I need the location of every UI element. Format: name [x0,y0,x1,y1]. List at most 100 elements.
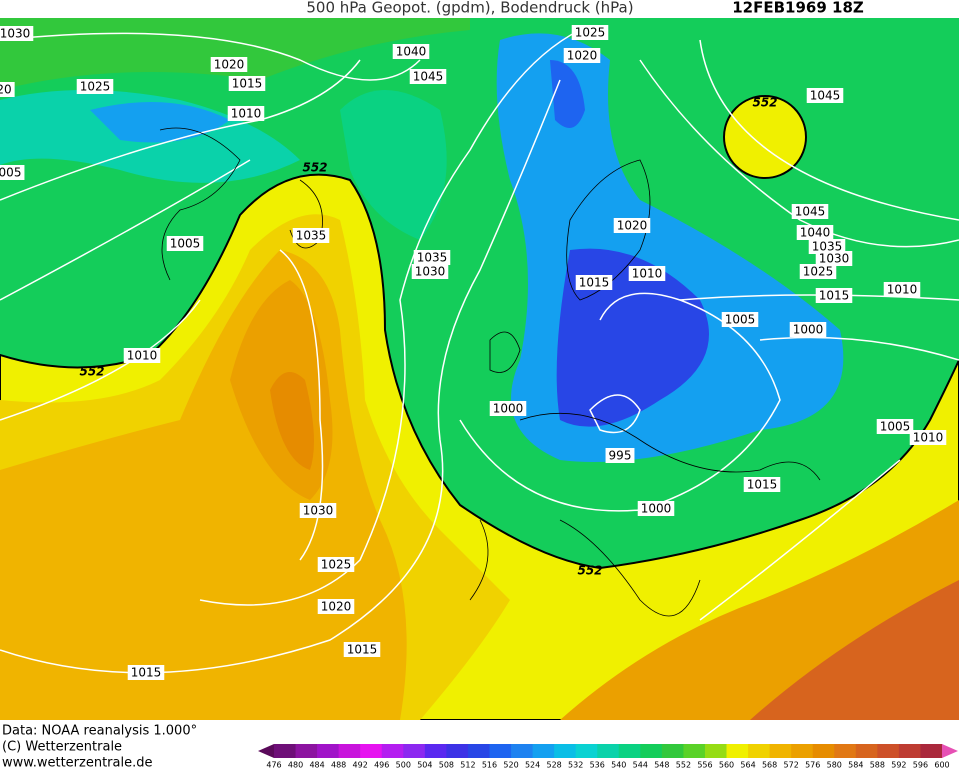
isobar-label: 20 [0,83,12,97]
date: 12FEB1969 18Z [732,0,864,17]
colorbar-swatch [511,744,534,758]
field-green-north [0,18,470,90]
colorbar-label: 544 [633,761,648,770]
isobar-label: 1030 [0,27,30,41]
colorbar-label: 564 [740,761,755,770]
isobar-label-box [409,69,447,84]
colorbar-label: 476 [266,761,281,770]
isobar-label-box [227,106,265,121]
colorbar-label: 488 [331,761,346,770]
colorbar-label: 528 [546,761,561,770]
isobar-label: 1020 [321,600,352,614]
colorbar-swatch [597,744,620,758]
isobar-label-box [76,79,114,94]
colorbar-arrow [258,744,274,758]
colorbar-swatch [424,744,447,758]
isobar-label-box [909,430,947,445]
field-blue-core-north [550,60,585,128]
isobar-label: 1030 [415,265,446,279]
field-orange-max [270,372,314,470]
isobar-label-box [806,88,844,103]
isobar-label: 1015 [747,478,778,492]
isobar-label-box [876,419,914,434]
colorbar-swatch [748,744,771,758]
colorbar-swatch [338,744,361,758]
colorbar-label: 496 [374,761,389,770]
colorbar-swatch [295,744,318,758]
isobar-label-box [292,228,330,243]
colorbar-label: 516 [482,761,497,770]
isobar-label-box [796,225,834,240]
isobar-label-box [799,264,837,279]
isobar-label: 1025 [321,558,352,572]
colorbar-swatch [920,744,943,758]
colorbar-label: 556 [697,761,712,770]
isobar-label: 1030 [303,504,334,518]
title: 500 hPa Geopot. (gpdm), Bodendruck (hPa) [306,0,633,17]
isobar-label: 1015 [579,276,610,290]
isobar-label: 1000 [793,323,824,337]
isobar-label-box [228,76,266,91]
colorbar-label: 584 [848,761,863,770]
isobar-label: 1015 [819,289,850,303]
colorbar-label: 532 [568,761,583,770]
isobar-label-box [815,251,853,266]
isobar-label: 1035 [296,229,327,243]
colorbar-label: 576 [805,761,820,770]
isobar-label: 1010 [231,107,262,121]
isobar-label-box [628,266,666,281]
isobar-label: 1035 [812,240,843,254]
colorbar-label: 552 [676,761,691,770]
colorbar-arrow [942,744,958,758]
isobar-label: 005 [0,166,21,180]
colorbar-swatch [683,744,706,758]
isobar-label-box [392,44,430,59]
isobar-label-box [883,282,921,297]
isobar-label-box [571,25,609,40]
isobar-label-box [789,322,827,337]
colorbar-label: 580 [827,761,842,770]
colorbar-swatch [381,744,404,758]
colorbar-swatch [489,744,512,758]
colorbar-label: 596 [913,761,928,770]
colorbar-swatch [640,744,663,758]
isobar-label: 1025 [80,80,111,94]
colorbar-swatch [274,744,297,758]
isobar-label: 1045 [795,205,826,219]
isobar-label-box [127,665,165,680]
colorbar-label: 500 [396,761,411,770]
isobar-label-box [210,57,248,72]
isobar-label: 1020 [567,49,598,63]
colorbar-swatch [855,744,878,758]
isobars [0,29,959,674]
footer-line: Data: NOAA reanalysis 1.000° [2,724,197,739]
isobar-label-box [613,218,651,233]
isobar-label: 1010 [632,267,663,281]
colorbar-label: 484 [309,761,324,770]
colorbar-label: 508 [439,761,454,770]
colorbar-label: 600 [934,761,949,770]
isobar-label: 1015 [347,643,378,657]
height-label: 552 [302,161,327,175]
footer-line: www.wetterzentrale.de [2,756,152,770]
isobar-label: 1010 [887,283,918,297]
colorbar-swatch [467,744,490,758]
colorbar-swatch [726,744,749,758]
isobar-label-box [0,26,34,41]
isobar-label-box [489,401,527,416]
colorbar-label: 572 [784,761,799,770]
isobar-label-box [721,312,759,327]
isobar-label: 1045 [413,70,444,84]
isobar-label-box [808,239,846,254]
isobar-label-box [637,501,675,516]
colorbar-label: 560 [719,761,734,770]
field-blue-west [90,102,230,143]
isobar-label-box [411,264,449,279]
isobar-label-box [343,642,381,657]
isobar-label: 1045 [810,89,841,103]
colorbar-swatch [812,744,835,758]
colorbar-swatch [403,744,426,758]
colorbar-label: 592 [891,761,906,770]
colorbar-swatch [317,744,340,758]
